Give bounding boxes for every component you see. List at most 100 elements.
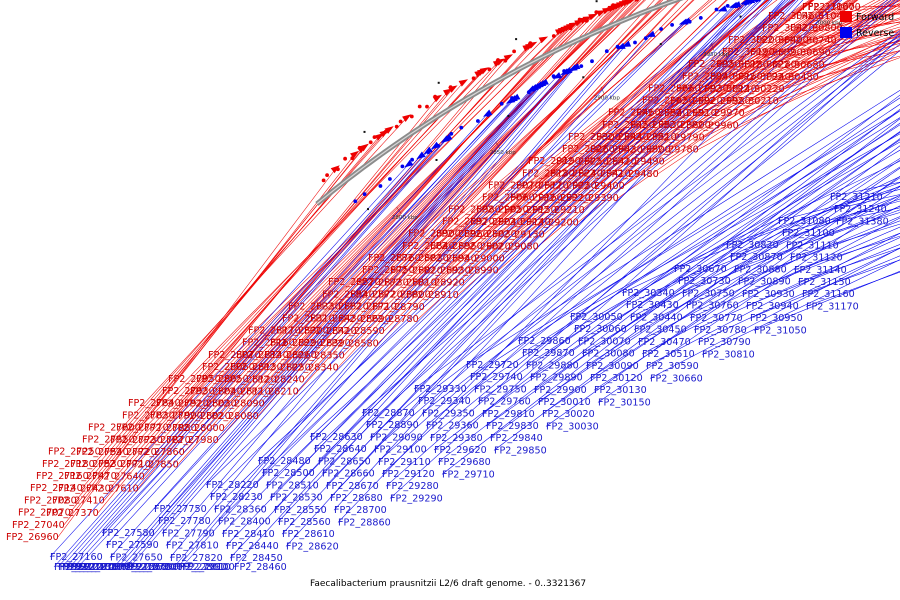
forward-gene-label[interactable]: FP2_29260: [562, 144, 615, 155]
reverse-gene-label[interactable]: FP2_28550: [274, 505, 327, 516]
forward-gene-label[interactable]: FP2_28430: [310, 314, 363, 325]
forward-gene-label[interactable]: FP2_29040: [470, 217, 523, 228]
forward-gene-label[interactable]: FP2_27080: [24, 495, 77, 506]
forward-gene-label[interactable]: FP2_27860: [132, 447, 185, 458]
forward-gene-label[interactable]: FP2_28730: [356, 277, 409, 288]
forward-gene-label[interactable]: FP2_29020: [458, 241, 511, 252]
forward-gene-label[interactable]: FP2_29000: [452, 254, 505, 265]
forward-gene-label[interactable]: FP2_29510: [624, 132, 677, 143]
reverse-gene-label[interactable]: FP2_30120: [590, 373, 643, 384]
reverse-gene-label[interactable]: FP2_30930: [742, 289, 795, 300]
forward-gene-label[interactable]: FP2_29230: [544, 181, 597, 192]
reverse-gene-label[interactable]: FP2_30790: [698, 337, 751, 348]
forward-gene-label[interactable]: FP2_29130: [492, 229, 545, 240]
forward-gene-label[interactable]: FP2_28090: [212, 399, 265, 410]
forward-gene-label[interactable]: FP2_28760: [368, 253, 421, 264]
reverse-gene-label[interactable]: FP2_29090: [370, 432, 423, 443]
forward-gene-label[interactable]: FP2_27720: [104, 447, 157, 458]
forward-gene-label[interactable]: FP2_29420: [584, 157, 637, 168]
reverse-gene-label[interactable]: FP2_27310: [66, 562, 119, 573]
reverse-gene-label[interactable]: FP2_29350: [422, 408, 475, 419]
forward-gene-label[interactable]: FP2_31070: [808, 2, 861, 13]
forward-gene-label[interactable]: FP2_28990: [446, 266, 499, 277]
forward-gene-label[interactable]: FP2_29920: [670, 96, 723, 107]
forward-gene-label[interactable]: FP2_27920: [156, 398, 209, 409]
forward-gene-label[interactable]: FP2_27830: [122, 410, 175, 421]
forward-gene-label[interactable]: FP2_28840: [402, 241, 455, 252]
forward-gene-label[interactable]: FP2_29450: [602, 120, 655, 131]
forward-gene-label[interactable]: FP2_29080: [486, 242, 539, 253]
forward-gene-label[interactable]: FP2_28750: [362, 265, 415, 276]
reverse-gene-label[interactable]: FP2_28010: [178, 562, 231, 573]
reverse-gene-label[interactable]: FP2_29740: [470, 372, 523, 383]
forward-gene-label[interactable]: FP2_29980: [698, 96, 751, 107]
forward-gene-label[interactable]: FP2_28920: [412, 278, 465, 289]
reverse-gene-label[interactable]: FP2_31080: [778, 216, 831, 227]
forward-gene-label[interactable]: FP2_28710: [344, 302, 397, 313]
forward-gene-label[interactable]: FP2_27160: [36, 471, 89, 482]
reverse-gene-label[interactable]: FP2_30590: [646, 361, 699, 372]
reverse-gene-label[interactable]: FP2_30950: [750, 313, 803, 324]
forward-gene-label[interactable]: FP2_30210: [726, 96, 779, 107]
forward-gene-label[interactable]: FP2_29240: [550, 169, 603, 180]
forward-gene-arrow[interactable]: [627, 0, 637, 4]
reverse-gene-label[interactable]: FP2_29280: [386, 481, 439, 492]
reverse-gene-label[interactable]: FP2_30060: [574, 324, 627, 335]
reverse-gene-label[interactable]: FP2_28660: [322, 469, 375, 480]
forward-gene-label[interactable]: FP2_28290: [270, 338, 323, 349]
forward-gene-label[interactable]: FP2_27730: [110, 435, 163, 446]
reverse-gene-label[interactable]: FP2_31110: [786, 240, 839, 251]
forward-gene-label[interactable]: FP2_28580: [326, 338, 379, 349]
forward-gene-label[interactable]: FP2_28310: [282, 314, 335, 325]
forward-gene-label[interactable]: FP2_28970: [442, 217, 495, 228]
reverse-gene-label[interactable]: FP2_29680: [438, 457, 491, 468]
reverse-gene-label[interactable]: FP2_30070: [578, 336, 631, 347]
forward-gene-label[interactable]: FP2_28900: [408, 229, 461, 240]
reverse-gene-arrow[interactable]: [646, 30, 656, 37]
forward-gene-label[interactable]: FP2_28250: [258, 362, 311, 373]
forward-gene-label[interactable]: FP2_29940: [682, 71, 735, 82]
reverse-gene-label[interactable]: FP2_29340: [418, 396, 471, 407]
forward-gene-label[interactable]: FP2_27180: [42, 459, 95, 470]
reverse-gene-label[interactable]: FP2_30780: [694, 325, 747, 336]
reverse-gene-label[interactable]: FP2_28620: [286, 541, 339, 552]
forward-gene-label[interactable]: FP2_28590: [332, 326, 385, 337]
forward-gene-label[interactable]: FP2_29660: [648, 83, 701, 94]
reverse-gene-label[interactable]: FP2_29840: [490, 433, 543, 444]
forward-gene-label[interactable]: FP2_29210: [532, 205, 585, 216]
forward-gene-label[interactable]: FP2_28340: [286, 363, 339, 374]
forward-gene-label[interactable]: FP2_28030: [184, 399, 237, 410]
forward-gene-label[interactable]: FP2_29460: [608, 108, 661, 119]
forward-gene-label[interactable]: FP2_29160: [510, 193, 563, 204]
forward-gene-label[interactable]: FP2_29150: [504, 205, 557, 216]
reverse-gene-label[interactable]: FP2_28480: [258, 456, 311, 467]
reverse-gene-label[interactable]: FP2_27990: [174, 562, 227, 573]
forward-gene-label[interactable]: FP2_26960: [6, 532, 59, 543]
forward-gene-label[interactable]: FP2_29430: [590, 144, 643, 155]
forward-gene-label[interactable]: FP2_27410: [52, 496, 105, 507]
forward-gene-label[interactable]: FP2_28390: [298, 338, 351, 349]
forward-gene-label[interactable]: FP2_28940: [424, 253, 477, 264]
reverse-gene-label[interactable]: FP2_31140: [794, 265, 847, 276]
reverse-gene-label[interactable]: FP2_30880: [734, 264, 787, 275]
reverse-gene-label[interactable]: FP2_31050: [754, 325, 807, 336]
forward-gene-label[interactable]: FP2_28050: [196, 374, 249, 385]
reverse-gene-label[interactable]: FP2_30010: [538, 397, 591, 408]
forward-gene-label[interactable]: FP2_30220: [732, 84, 785, 95]
reverse-gene-label[interactable]: FP2_27810: [166, 541, 219, 552]
forward-gene-label[interactable]: FP2_28820: [390, 265, 443, 276]
reverse-gene-label[interactable]: FP2_28650: [318, 456, 371, 467]
reverse-gene-label[interactable]: FP2_28440: [226, 541, 279, 552]
forward-gene-label[interactable]: FP2_28350: [292, 350, 345, 361]
forward-gene-label[interactable]: FP2_28120: [224, 374, 277, 385]
forward-gene-label[interactable]: FP2_29200: [526, 217, 579, 228]
reverse-gene-label[interactable]: FP2_28450: [230, 553, 283, 564]
reverse-gene-label[interactable]: FP2_28870: [362, 408, 415, 419]
reverse-gene-label[interactable]: FP2_27820: [170, 553, 223, 564]
reverse-gene-label[interactable]: FP2_29860: [518, 336, 571, 347]
forward-gene-label[interactable]: FP2_27070: [18, 508, 71, 519]
reverse-gene-label[interactable]: FP2_28680: [330, 493, 383, 504]
forward-gene-label[interactable]: FP2_28910: [406, 290, 459, 301]
forward-gene-label[interactable]: FP2_29650: [642, 96, 695, 107]
forward-gene-label[interactable]: FP2_28170: [248, 326, 301, 337]
